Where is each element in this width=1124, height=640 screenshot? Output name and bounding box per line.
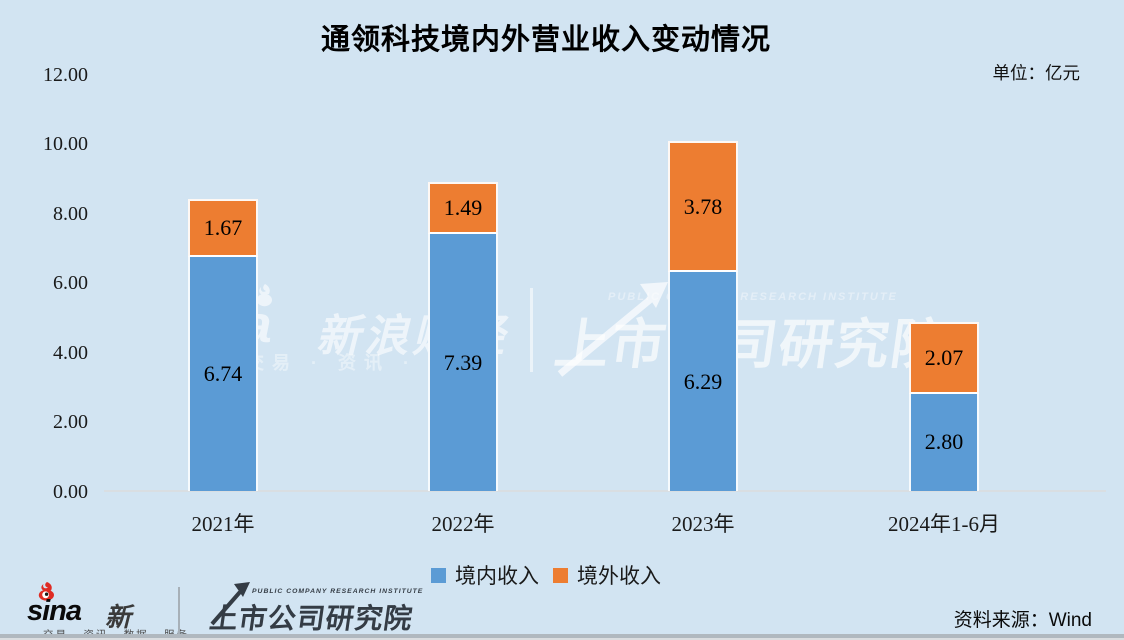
- legend-entry-domestic: 境内收入: [431, 560, 539, 590]
- bar-value-label: 6.74: [203, 360, 243, 386]
- bottom-strip-light: [0, 638, 1124, 640]
- x-label-2024: 2024年1-6月: [888, 512, 1000, 536]
- bar-2022: 1.49 7.39: [428, 182, 498, 491]
- bar-2021: 1.67 6.74: [188, 198, 258, 491]
- chart-title: 通领科技境内外营业收入变动情况: [320, 24, 771, 56]
- bar-value-label: 2.07: [924, 344, 964, 370]
- bar-value-label: 3.78: [683, 193, 723, 219]
- x-label-2022: 2022年: [431, 512, 495, 536]
- bar-value-label: 1.49: [443, 195, 483, 221]
- legend-swatch-overseas: [553, 567, 568, 583]
- bar-segment-domestic: 7.39: [428, 234, 498, 491]
- bar-segment-overseas: 1.67: [188, 198, 258, 257]
- data-source-label: 资料来源：Wind: [953, 610, 1092, 631]
- sina-flame-icon: [33, 582, 63, 607]
- legend: 境内收入 境外收入: [0, 560, 1092, 590]
- y-tick: 10.00: [43, 133, 88, 155]
- bar-value-label: 1.67: [203, 214, 243, 240]
- y-tick: 0.00: [53, 481, 88, 503]
- bar-segment-overseas: 2.07: [909, 321, 979, 394]
- legend-swatch-domestic: [431, 567, 446, 583]
- bar-value-label: 6.29: [683, 368, 723, 394]
- watermark-institute-en: PUBLIC COMPANY RESEARCH INSTITUTE: [608, 291, 898, 303]
- bar-2024: 2.07 2.80: [909, 321, 979, 491]
- watermark-arrow-icon: [552, 280, 672, 385]
- y-tick: 12.00: [43, 64, 88, 86]
- unit-label: 单位：亿元: [992, 63, 1081, 83]
- institute-name-text: 上市公司研究院: [207, 603, 415, 634]
- bottom-strip: [0, 634, 1124, 638]
- x-axis-line: [104, 490, 1106, 492]
- bar-value-label: 2.80: [924, 429, 964, 455]
- legend-entry-overseas: 境外收入: [553, 560, 661, 590]
- x-label-2021: 2021年: [191, 512, 255, 536]
- bar-value-label: 7.39: [443, 349, 483, 375]
- watermark-institute: 上市公司研究院: [551, 315, 952, 375]
- institute-arrow-icon: [208, 582, 252, 633]
- watermark-divider: [530, 288, 533, 372]
- y-tick: 8.00: [53, 203, 88, 225]
- bar-segment-domestic: 6.29: [668, 272, 738, 491]
- y-tick: 4.00: [53, 342, 88, 364]
- y-tick: 2.00: [53, 411, 88, 433]
- bar-2023: 3.78 6.29: [668, 141, 738, 491]
- y-tick: 6.00: [53, 272, 88, 294]
- bar-segment-overseas: 3.78: [668, 141, 738, 273]
- x-label-2023: 2023年: [671, 512, 735, 536]
- legend-label: 境外收入: [577, 564, 661, 588]
- bar-segment-overseas: 1.49: [428, 182, 498, 235]
- sina-wordmark: sina: [27, 595, 82, 627]
- bar-segment-domestic: 6.74: [188, 256, 258, 491]
- institute-en-text: PUBLIC COMPANY RESEARCH INSTITUTE: [252, 588, 424, 595]
- bar-segment-domestic: 2.80: [909, 393, 979, 491]
- footer-divider: [178, 587, 180, 635]
- legend-label: 境内收入: [455, 564, 539, 588]
